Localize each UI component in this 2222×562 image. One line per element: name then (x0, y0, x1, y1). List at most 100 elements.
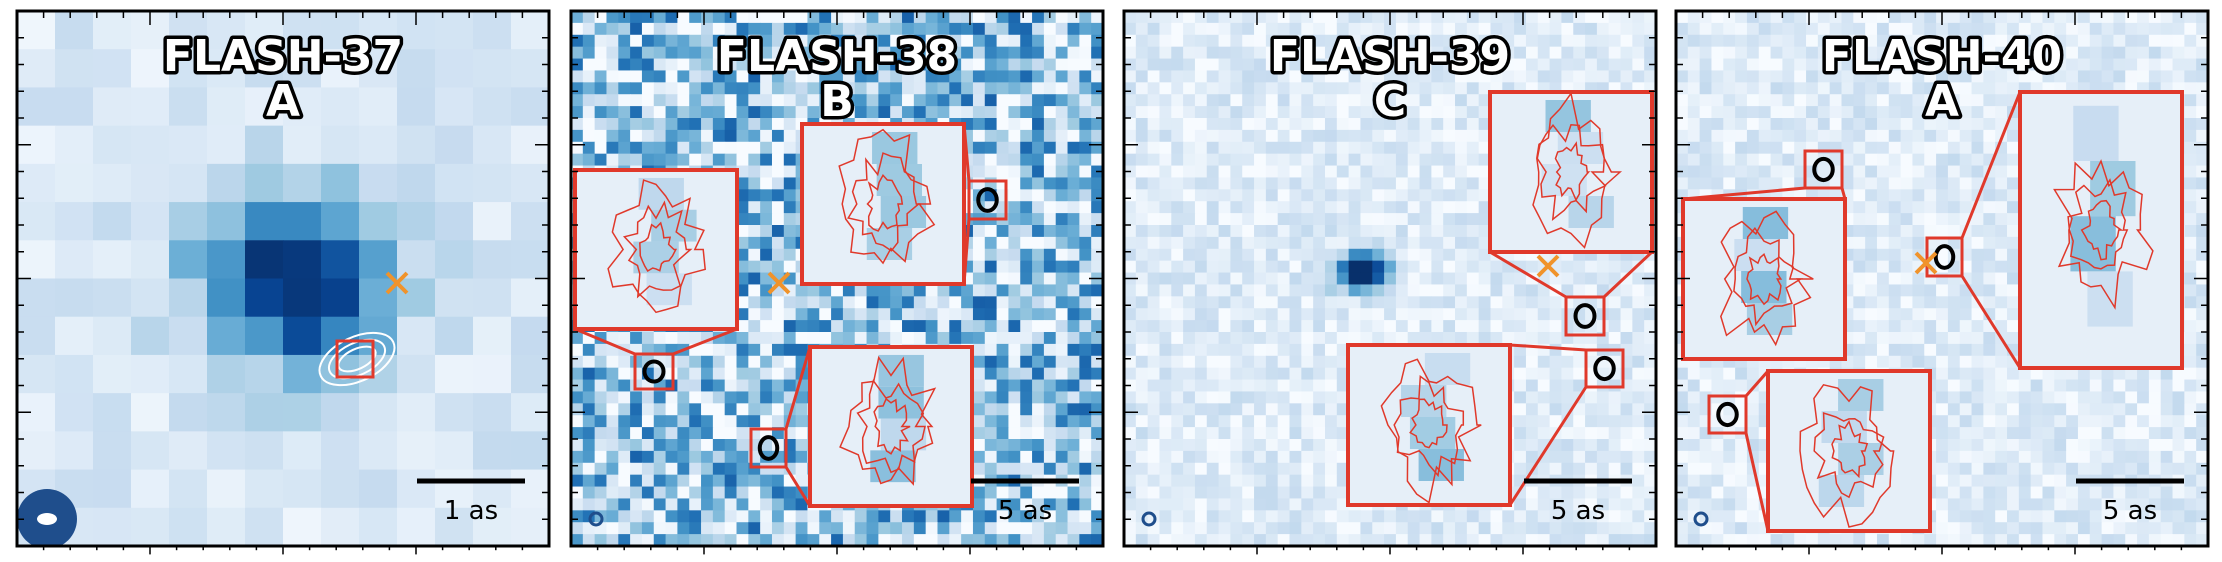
pixel (1443, 534, 1456, 546)
pixel (1194, 82, 1208, 95)
pixel (1711, 82, 1724, 95)
pixel (1573, 510, 1586, 523)
pixel (712, 439, 726, 452)
pixel (1324, 201, 1338, 214)
pixel (842, 11, 856, 24)
pixel (1360, 11, 1373, 24)
pixel (665, 11, 678, 24)
pixel (2125, 11, 2138, 24)
pixel (937, 296, 950, 309)
pixel (1514, 355, 1527, 369)
pixel (1620, 510, 1633, 523)
pixel (665, 462, 678, 476)
pixel (17, 354, 56, 394)
pixel (1419, 534, 1432, 546)
pixel (1159, 498, 1172, 511)
pixel (925, 332, 938, 345)
pixel (641, 486, 655, 499)
pixel (571, 106, 584, 119)
pixel (1313, 272, 1326, 285)
pixel (582, 141, 596, 155)
pixel (1020, 177, 1033, 190)
pixel (1194, 474, 1208, 488)
pixel (582, 70, 596, 83)
pixel (1171, 403, 1184, 416)
pixel (1324, 284, 1338, 297)
pixel (1782, 22, 1795, 36)
pixel (1514, 498, 1527, 511)
pixel (1218, 11, 1231, 24)
pixel (1171, 58, 1184, 71)
pixel (831, 296, 844, 309)
pixel (1194, 236, 1208, 250)
pixel (1407, 118, 1421, 131)
pixel (1644, 284, 1656, 297)
pixel (819, 58, 832, 71)
pixel (1372, 106, 1385, 119)
pixel (1032, 129, 1045, 143)
pixel (1384, 106, 1397, 119)
pixel (1159, 534, 1172, 546)
pixel (1301, 189, 1314, 202)
pixel (1091, 46, 1103, 60)
pixel (1194, 439, 1208, 452)
pixel (571, 22, 584, 36)
pixel (996, 403, 1009, 416)
pixel (1865, 70, 1878, 83)
pixel (435, 49, 474, 88)
pixel (996, 534, 1009, 546)
pixel (606, 439, 619, 452)
pixel (760, 22, 773, 36)
pixel (1644, 82, 1656, 95)
pixel (937, 522, 950, 535)
pixel (1525, 450, 1539, 464)
pixel (1746, 46, 1760, 60)
pixel (724, 486, 738, 499)
pixel (890, 296, 903, 309)
pixel (1301, 308, 1314, 321)
pixel (1171, 46, 1184, 60)
pixel (1360, 213, 1373, 226)
pixel (1620, 320, 1633, 333)
pixel (1055, 225, 1069, 238)
pixel (665, 141, 678, 155)
pixel (1301, 22, 1314, 36)
pixel (1242, 189, 1255, 202)
pixel (1147, 486, 1160, 499)
pixel (1159, 46, 1172, 60)
pixel (1242, 225, 1255, 238)
pixel (1147, 284, 1160, 297)
pixel (1806, 46, 1819, 60)
pixel (1407, 272, 1421, 285)
pixel (771, 213, 785, 226)
pixel (1865, 94, 1878, 107)
panel-title: FLASH-37 (163, 31, 403, 82)
pixel (1348, 58, 1361, 71)
pixel (1159, 450, 1172, 464)
pixel (169, 354, 208, 394)
pixel (435, 202, 474, 241)
pixel (1218, 450, 1231, 464)
pixel (1135, 320, 1149, 333)
pixel (1020, 189, 1033, 202)
pixel (397, 87, 436, 127)
pixel (1135, 427, 1149, 440)
pixel (701, 34, 714, 48)
pixel (984, 260, 998, 274)
pixel (996, 320, 1009, 333)
pixel (1206, 379, 1220, 392)
pixel (1159, 343, 1172, 357)
pixel (1384, 189, 1397, 202)
pixel (1525, 296, 1539, 309)
pixel (736, 474, 749, 488)
pixel (571, 141, 584, 155)
pixel (1008, 391, 1021, 404)
pixel (771, 106, 785, 119)
pixel (1490, 46, 1503, 60)
pixel (1043, 391, 1057, 404)
pixel (1079, 391, 1092, 404)
pixel (1360, 34, 1373, 48)
pixel (1194, 332, 1208, 345)
pixel (571, 462, 584, 476)
pixel (1277, 510, 1291, 523)
